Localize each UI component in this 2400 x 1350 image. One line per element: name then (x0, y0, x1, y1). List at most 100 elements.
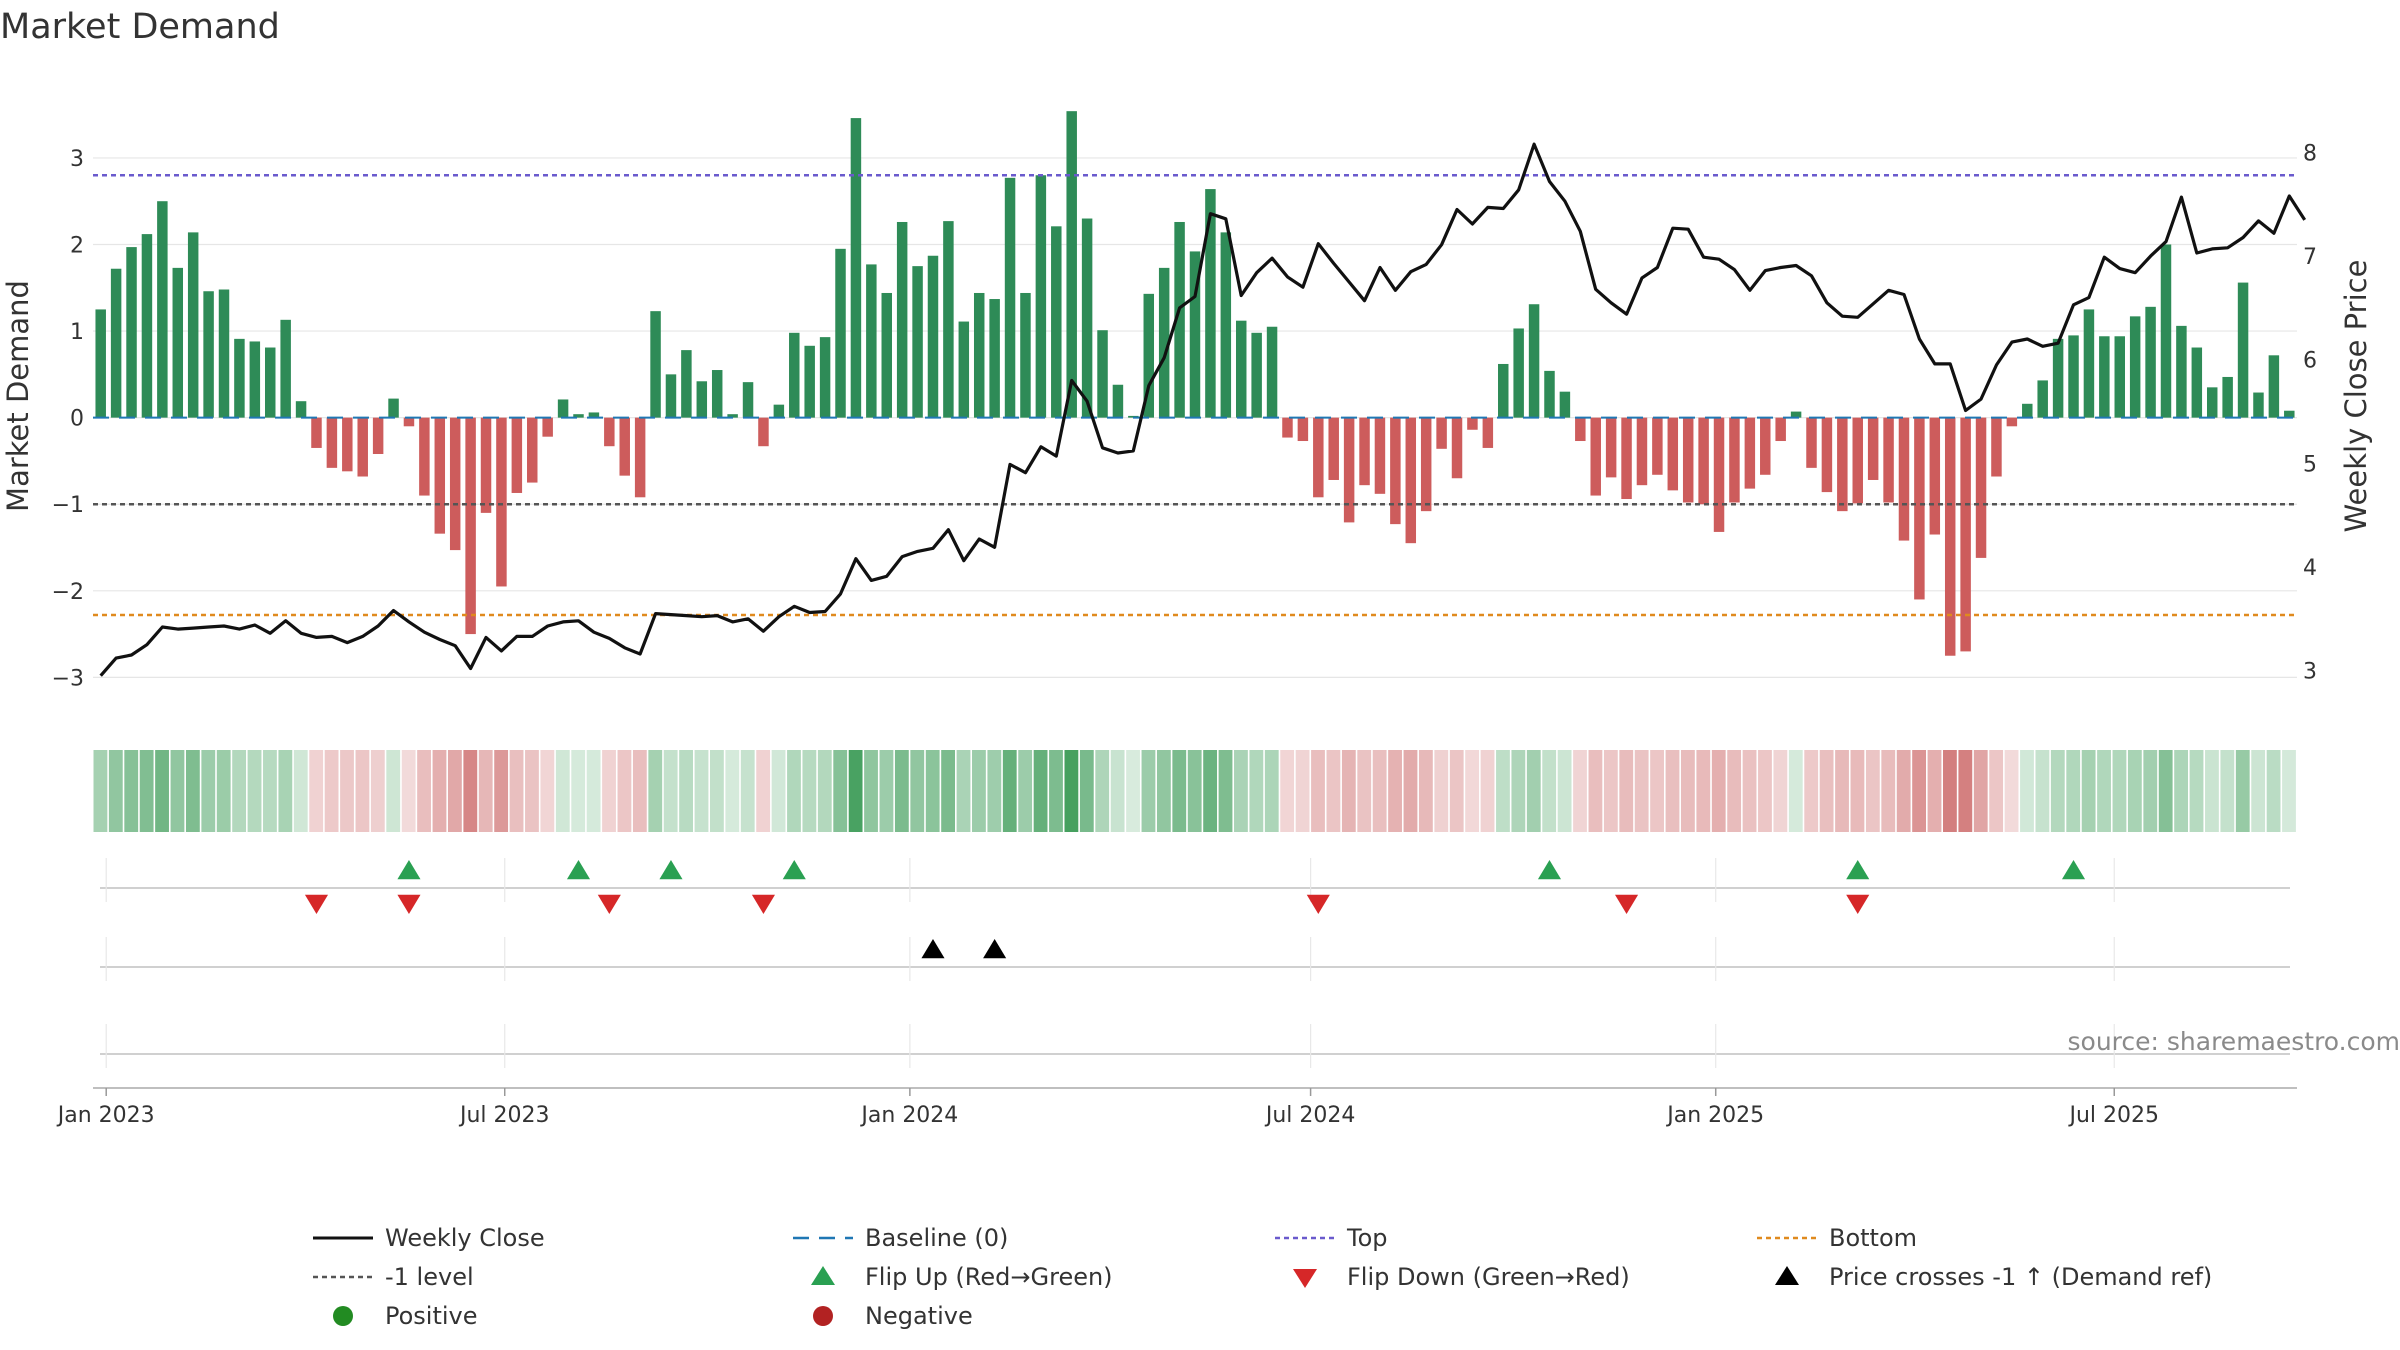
heat-strip-cell (1650, 750, 1664, 832)
heat-strip-cell (1234, 750, 1248, 832)
heat-strip-cell (2205, 750, 2219, 832)
heat-strip-cell (1804, 750, 1819, 832)
heat-strip-cell (956, 750, 971, 832)
demand-bar (943, 221, 954, 418)
heat-strip-cell (124, 750, 139, 832)
demand-bar (557, 399, 569, 418)
flip-up-marker (397, 860, 421, 880)
demand-bar (1806, 417, 1817, 468)
heat-strip-cell (1588, 750, 1603, 832)
heat-strip-cell (972, 750, 986, 832)
demand-bar (1667, 417, 1679, 491)
legend-label-positive: Positive (385, 1302, 478, 1330)
flip-down-marker (304, 894, 329, 914)
heat-strip-cell (1295, 750, 1310, 832)
demand-bar (2206, 387, 2218, 418)
demand-bar (958, 321, 970, 418)
demand-bar (311, 417, 322, 448)
y-tick-label: 3 (70, 147, 84, 172)
demand-bar (1081, 218, 1093, 418)
heat-strip-cell (1896, 750, 1911, 832)
heat-strip-cell (1912, 750, 1926, 832)
demand-bar (1066, 111, 1077, 418)
demand-bar (2176, 325, 2187, 418)
heat-strip-cell (2174, 750, 2189, 832)
demand-bar (172, 267, 184, 418)
legend-swatch-flip-down (1293, 1269, 1317, 1288)
legend-label-bottom: Bottom (1829, 1224, 1917, 1252)
demand-bar (573, 414, 584, 418)
demand-bar (2083, 309, 2095, 418)
demand-bar (141, 234, 153, 418)
heat-strip-cell (1095, 750, 1110, 832)
demand-bar (265, 347, 276, 418)
weekly-close-polyline (99, 142, 2307, 677)
demand-bar (789, 332, 800, 418)
demand-bar (1282, 417, 1293, 438)
legend-swatch-negative (813, 1306, 833, 1326)
heat-strip-cell (1357, 750, 1372, 832)
demand-bar (912, 266, 923, 418)
heat-strip-cell (879, 750, 894, 832)
demand-bar (480, 417, 492, 513)
heat-strip-cell (247, 750, 262, 832)
demand-bar (2222, 376, 2233, 418)
heat-strip-cell (1758, 750, 1772, 832)
heat-strip-cell (817, 750, 832, 832)
y-axis-label: Market Demand (1, 280, 35, 512)
flip-down-marker (397, 894, 421, 914)
demand-bar (866, 264, 877, 418)
heat-strip-cell (771, 750, 786, 832)
x-tick-label: Jul 2023 (458, 1103, 550, 1128)
legend-label-flip-down: Flip Down (Green→Red) (1347, 1263, 1630, 1291)
heat-strip-cell (417, 750, 431, 832)
demand-bar (511, 417, 523, 493)
heat-strip-cell (1418, 750, 1433, 832)
y-right-tick-label: 4 (2303, 556, 2317, 581)
demand-bar (1852, 417, 1863, 504)
heat-strip-cell (2251, 750, 2266, 832)
heat-strip-cell (941, 750, 956, 832)
flip-up-marker (1846, 860, 1870, 880)
heat-strip-cell (525, 750, 539, 832)
heat-strip-cell (1002, 750, 1017, 832)
legend-label-top: Top (1346, 1224, 1388, 1252)
heat-strip-cell (1264, 750, 1279, 832)
demand-bar (1451, 417, 1463, 479)
heat-strip-cell (324, 750, 339, 832)
flip-down-marker (1615, 894, 1639, 914)
heat-strip-cell (1187, 750, 1202, 832)
heat-strip-cell (848, 750, 863, 832)
heat-strip-cell (1727, 750, 1742, 832)
heat-strip-cell (1110, 750, 1125, 832)
demand-bar (157, 201, 168, 418)
y-right-tick-label: 7 (2303, 245, 2317, 270)
demand-bar (1544, 370, 1555, 418)
x-tick-label: Jan 2024 (859, 1103, 958, 1128)
demand-bar (1158, 267, 1170, 418)
heat-strip-cell (910, 750, 925, 832)
flip-down-marker (1306, 894, 1330, 914)
heat-strip-cell (2035, 750, 2050, 832)
chart-title: Market Demand (0, 7, 280, 47)
heat-strip-cell (2158, 750, 2173, 832)
demand-bar (1991, 417, 2002, 477)
demand-bar (1313, 417, 1324, 498)
demand-bar (1790, 411, 1802, 418)
x-tick-label: Jul 2024 (1264, 1103, 1356, 1128)
heat-strip-cell (263, 750, 277, 832)
demand-bar (742, 382, 754, 418)
heat-strip-cell (155, 750, 169, 832)
flip-up-marker (782, 860, 806, 880)
heat-strip-cell (1388, 750, 1402, 832)
heat-strip-cell (1619, 750, 1634, 832)
heat-strip-cell (1773, 750, 1788, 832)
heat-strip-cell (987, 750, 1002, 832)
demand-bar (1004, 177, 1016, 418)
demand-bar (2160, 244, 2172, 418)
heat-strip-cell (725, 750, 740, 832)
event-tracks (100, 858, 2290, 1068)
demand-bar (1744, 417, 1756, 489)
heat-strip-cell (293, 750, 308, 832)
